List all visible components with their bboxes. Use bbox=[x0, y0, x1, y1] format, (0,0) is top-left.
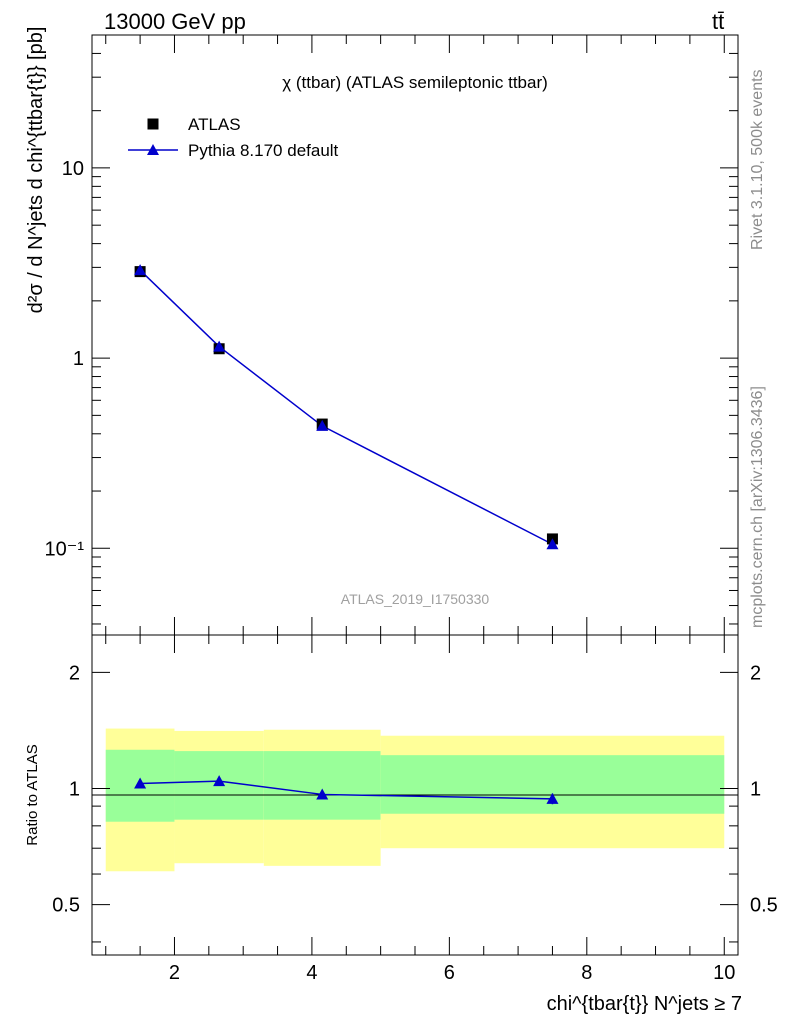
ratio-y-axis-label: Ratio to ATLAS bbox=[24, 744, 41, 845]
ratio-series-marks bbox=[134, 775, 559, 805]
main-y-tick-label: 1 bbox=[73, 348, 84, 370]
side-rivet-label: Rivet 3.1.10, 500k events bbox=[749, 69, 766, 250]
main-watermark: ATLAS_2019_I1750330 bbox=[341, 591, 490, 607]
ratio-y-tick-labels: 0.5 0.5 1 1 2 2 bbox=[52, 662, 778, 916]
main-plot-title: χ (ttbar) (ATLAS semileptonic ttbar) bbox=[282, 73, 548, 92]
pythia-point bbox=[316, 419, 329, 431]
pythia-point bbox=[213, 340, 226, 352]
ratio-uncertainty-bands bbox=[105, 728, 725, 872]
legend-pythia-marker bbox=[147, 144, 159, 155]
header-process-label: tt̄ bbox=[712, 9, 724, 34]
legend-label: Pythia 8.170 default bbox=[188, 141, 339, 160]
ratio-pythia-point bbox=[213, 775, 226, 787]
legend-label: ATLAS bbox=[188, 115, 241, 134]
ratio-frame bbox=[91, 634, 739, 956]
inner-uncertainty-band bbox=[380, 755, 725, 814]
x-tick-label: 10 bbox=[713, 962, 735, 984]
ratio-y-tick-label-left: 1 bbox=[69, 778, 80, 800]
legend: ATLAS Pythia 8.170 default bbox=[128, 115, 339, 160]
main-series-marks bbox=[134, 264, 559, 550]
ratio-panel: 0.5 0.5 1 1 2 2 2 4 6 8 10 Ratio to ATLAS chi^{tb… bbox=[24, 634, 778, 1015]
ratio-y-tick-label-right: 0.5 bbox=[750, 895, 778, 917]
pythia-point bbox=[134, 264, 147, 276]
legend-atlas-marker bbox=[147, 118, 159, 130]
ratio-y-tick-label-right: 1 bbox=[750, 778, 761, 800]
ratio-series-line bbox=[140, 780, 553, 800]
ratio-y-tick-label-right: 2 bbox=[750, 662, 761, 684]
main-y-axis-label: d²σ / d N^jets d chi^{ttbar{t}} [pb] bbox=[25, 27, 47, 314]
main-panel: χ (ttbar) (ATLAS semileptonic ttbar) ATL… bbox=[25, 27, 739, 636]
pythia-line bbox=[139, 269, 553, 545]
pythia-point bbox=[546, 538, 559, 550]
side-mcplots-label: mcplots.cern.ch [arXiv:1306.3436] bbox=[749, 386, 766, 628]
main-y-tick-labels: 10⁻¹ 1 10 bbox=[45, 158, 85, 560]
ratio-pythia-line bbox=[140, 780, 553, 800]
x-tick-labels: 2 4 6 8 10 bbox=[169, 962, 735, 984]
ratio-pythia-point bbox=[134, 777, 147, 789]
x-tick-label: 8 bbox=[581, 962, 592, 984]
main-series-lines bbox=[139, 269, 553, 545]
header-energy-label: 13000 GeV pp bbox=[104, 9, 246, 34]
x-tick-label: 4 bbox=[306, 962, 317, 984]
x-tick-label: 2 bbox=[169, 962, 180, 984]
ratio-pythia-point bbox=[316, 788, 329, 800]
main-axis-ticks bbox=[92, 34, 738, 635]
inner-uncertainty-band bbox=[263, 751, 381, 820]
main-y-tick-label: 10 bbox=[62, 158, 84, 180]
ratio-pythia-point bbox=[546, 792, 559, 804]
ratio-y-tick-label-left: 0.5 bbox=[52, 895, 80, 917]
ratio-axis-ticks bbox=[92, 635, 738, 955]
x-axis-label: chi^{tbar{t}} N^jets ≥ 7 bbox=[547, 993, 742, 1015]
main-y-tick-label: 10⁻¹ bbox=[45, 538, 85, 560]
ratio-y-tick-label-left: 2 bbox=[69, 662, 80, 684]
x-tick-label: 6 bbox=[444, 962, 455, 984]
